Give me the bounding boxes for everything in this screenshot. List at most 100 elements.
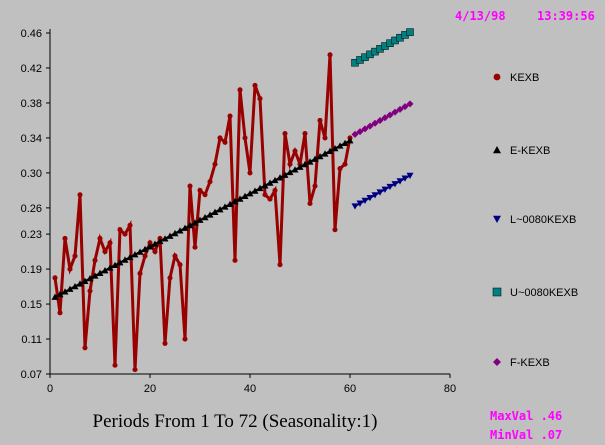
data-point [116,259,124,266]
data-point [391,181,399,188]
data-point [161,235,169,242]
y-tick-label: 0.34 [21,133,42,145]
data-point [322,135,328,141]
data-point [271,176,279,184]
data-point [232,257,238,263]
data-point [221,203,229,210]
data-point [156,237,164,245]
data-point [311,155,319,162]
data-point [216,206,224,213]
data-point [281,171,289,178]
series-kexb [52,52,353,373]
data-point [371,192,379,199]
data-point [171,229,179,237]
legend-label: E-KEXB [510,145,550,157]
data-point [152,249,158,255]
data-point [351,203,359,210]
data-point [236,195,244,202]
data-point [126,253,134,261]
y-tick-label: 0.26 [21,203,42,215]
legend-label: KEXB [510,72,539,84]
data-point [132,367,138,373]
data-point [376,117,384,125]
data-point [211,208,219,215]
data-point [172,253,178,259]
date-stamp: 4/13/98 [455,9,506,23]
data-point [336,142,344,149]
data-point [91,272,99,279]
data-point [386,183,394,191]
data-point [206,211,214,218]
data-point [396,105,404,113]
data-point [327,52,333,58]
data-point [282,131,288,137]
data-point [406,100,414,108]
data-point [222,139,228,145]
data-point [166,232,174,239]
legend-label: L~0080KEXB [510,214,576,226]
data-point [242,135,248,141]
data-point [276,174,284,181]
data-point [202,192,208,198]
data-point [177,262,183,268]
data-point [361,125,369,133]
data-point [307,200,313,207]
data-point [286,168,294,176]
data-point [127,222,133,228]
y-tick-label: 0.07 [21,369,42,381]
data-point [237,87,243,93]
data-point [191,219,199,226]
data-point [117,227,123,233]
y-tick-label: 0.23 [21,229,42,241]
data-point [122,231,128,237]
legend-entry: E-KEXB [493,145,550,157]
data-point [111,261,119,269]
data-point [251,187,259,194]
data-point [176,227,184,234]
data-point [57,310,63,316]
data-point [141,245,149,253]
data-point [342,161,348,167]
x-tick-label: 40 [244,383,256,395]
data-point [146,243,154,250]
series-layer [51,28,414,373]
data-point [493,146,501,154]
data-point [316,152,324,160]
data-point [321,150,329,157]
data-point [266,179,274,186]
data-point [56,290,64,298]
data-point [247,170,253,176]
data-point [406,28,414,36]
data-point [296,163,304,170]
data-point [77,192,83,198]
data-point [326,147,334,154]
data-point [182,336,188,342]
data-point [301,160,309,168]
data-point [332,227,338,233]
data-point [241,192,249,200]
data-point [196,216,204,223]
legend-label: F-KEXB [510,357,550,369]
data-point [212,161,218,167]
legend-entry: U~0080KEXB [492,287,578,299]
data-point [277,262,283,268]
data-point [371,119,379,127]
data-point [62,235,68,242]
data-point [391,108,399,116]
data-point [312,183,318,189]
data-point [356,128,364,136]
data-point [151,240,159,247]
data-point [52,275,58,281]
data-point [356,200,364,207]
data-point [217,135,223,141]
data-point [181,224,189,231]
y-tick-label: 0.46 [21,28,42,40]
data-point [252,82,258,89]
data-point [142,253,148,259]
data-point [256,184,264,192]
data-point [381,114,389,122]
data-point [257,96,263,102]
series-f-kexb [351,100,414,138]
axes: 0.07 0.11 0.15 0.19 0.23 0.26 0.30 0.34 0.38 0.42… [21,28,457,395]
